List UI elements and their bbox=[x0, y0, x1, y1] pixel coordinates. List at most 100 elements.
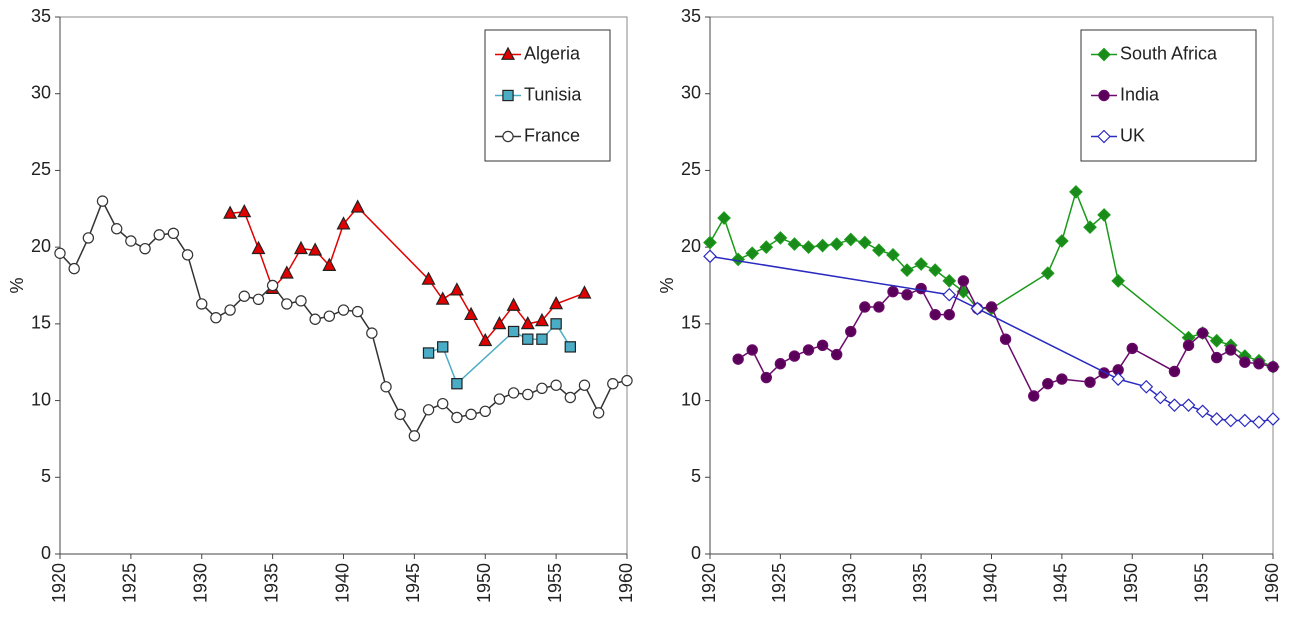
marker bbox=[1167, 398, 1182, 413]
marker bbox=[1139, 379, 1154, 394]
x-tick-label: 1950 bbox=[1121, 563, 1141, 603]
marker bbox=[96, 195, 109, 207]
marker bbox=[1168, 365, 1181, 378]
marker bbox=[153, 229, 165, 241]
legend-label: France bbox=[524, 125, 580, 145]
marker bbox=[507, 387, 520, 399]
marker bbox=[464, 306, 479, 321]
marker bbox=[915, 282, 927, 295]
legend-label: South Africa bbox=[1120, 43, 1218, 63]
marker bbox=[1153, 390, 1168, 405]
marker bbox=[1111, 372, 1126, 386]
marker bbox=[437, 341, 449, 353]
marker bbox=[985, 301, 998, 313]
marker bbox=[1195, 404, 1210, 419]
marker bbox=[493, 393, 506, 405]
y-tick-label: 35 bbox=[31, 6, 51, 26]
legend-label: UK bbox=[1120, 125, 1145, 145]
y-tick-label: 5 bbox=[41, 466, 51, 486]
y-tick-label: 20 bbox=[681, 236, 701, 256]
marker bbox=[928, 263, 943, 278]
marker bbox=[522, 333, 534, 345]
marker bbox=[1042, 377, 1054, 390]
y-tick-label: 35 bbox=[681, 6, 701, 26]
marker bbox=[621, 374, 633, 387]
marker bbox=[845, 325, 857, 338]
legend-marker bbox=[502, 89, 514, 102]
marker bbox=[872, 243, 886, 258]
marker bbox=[914, 257, 928, 271]
marker bbox=[82, 232, 95, 244]
marker bbox=[506, 297, 521, 311]
marker bbox=[293, 240, 308, 255]
marker bbox=[1182, 339, 1195, 352]
marker bbox=[1238, 413, 1252, 428]
marker bbox=[830, 348, 843, 361]
y-tick-label: 30 bbox=[681, 82, 701, 102]
marker bbox=[829, 237, 844, 251]
marker bbox=[857, 235, 872, 250]
legend-marker bbox=[501, 46, 515, 60]
y-axis-label: % bbox=[7, 277, 27, 293]
marker bbox=[578, 379, 591, 391]
y-axis-label: % bbox=[657, 277, 677, 293]
marker bbox=[309, 313, 321, 325]
marker bbox=[237, 203, 252, 218]
marker bbox=[970, 301, 985, 316]
marker bbox=[731, 252, 745, 267]
y-tick-label: 0 bbox=[41, 543, 51, 563]
marker bbox=[337, 304, 350, 316]
marker bbox=[607, 377, 619, 390]
marker bbox=[437, 397, 449, 410]
x-tick-label: 1930 bbox=[840, 563, 860, 603]
marker bbox=[929, 308, 941, 321]
marker bbox=[1069, 185, 1083, 199]
marker bbox=[181, 249, 194, 261]
y-tick-label: 10 bbox=[681, 389, 701, 409]
legend-marker bbox=[1097, 129, 1111, 144]
marker bbox=[322, 257, 337, 271]
y-tick-label: 30 bbox=[31, 82, 51, 102]
marker bbox=[703, 235, 717, 250]
marker bbox=[717, 211, 731, 225]
marker bbox=[435, 291, 450, 305]
marker bbox=[1252, 415, 1266, 429]
marker bbox=[999, 333, 1012, 345]
marker bbox=[1209, 412, 1224, 426]
marker bbox=[196, 298, 208, 310]
marker bbox=[1084, 376, 1096, 388]
marker bbox=[1083, 220, 1097, 235]
marker bbox=[759, 240, 774, 254]
marker bbox=[1181, 398, 1196, 413]
marker bbox=[943, 308, 955, 321]
marker bbox=[110, 223, 123, 235]
marker bbox=[366, 327, 378, 339]
marker bbox=[465, 408, 477, 421]
marker bbox=[564, 391, 577, 404]
legend-label: Tunisia bbox=[524, 84, 582, 104]
marker bbox=[802, 344, 815, 356]
marker bbox=[1126, 342, 1138, 355]
marker bbox=[564, 341, 577, 353]
marker bbox=[843, 232, 858, 247]
series-line bbox=[428, 322, 571, 385]
x-tick-label: 1960 bbox=[1262, 563, 1282, 603]
marker bbox=[125, 235, 137, 247]
x-tick-label: 1935 bbox=[910, 563, 930, 603]
marker bbox=[1196, 327, 1209, 339]
marker bbox=[295, 295, 307, 307]
marker bbox=[1225, 344, 1237, 356]
marker bbox=[68, 262, 80, 275]
marker bbox=[279, 265, 294, 279]
marker bbox=[942, 274, 957, 288]
marker bbox=[774, 358, 787, 370]
x-tick-label: 1920 bbox=[699, 563, 719, 603]
marker bbox=[522, 388, 534, 401]
y-tick-label: 15 bbox=[681, 313, 701, 333]
legend-marker bbox=[1098, 89, 1110, 102]
marker bbox=[139, 242, 151, 255]
x-tick-label: 1955 bbox=[1191, 563, 1211, 603]
marker bbox=[380, 381, 392, 393]
x-tick-label: 1945 bbox=[403, 563, 423, 603]
